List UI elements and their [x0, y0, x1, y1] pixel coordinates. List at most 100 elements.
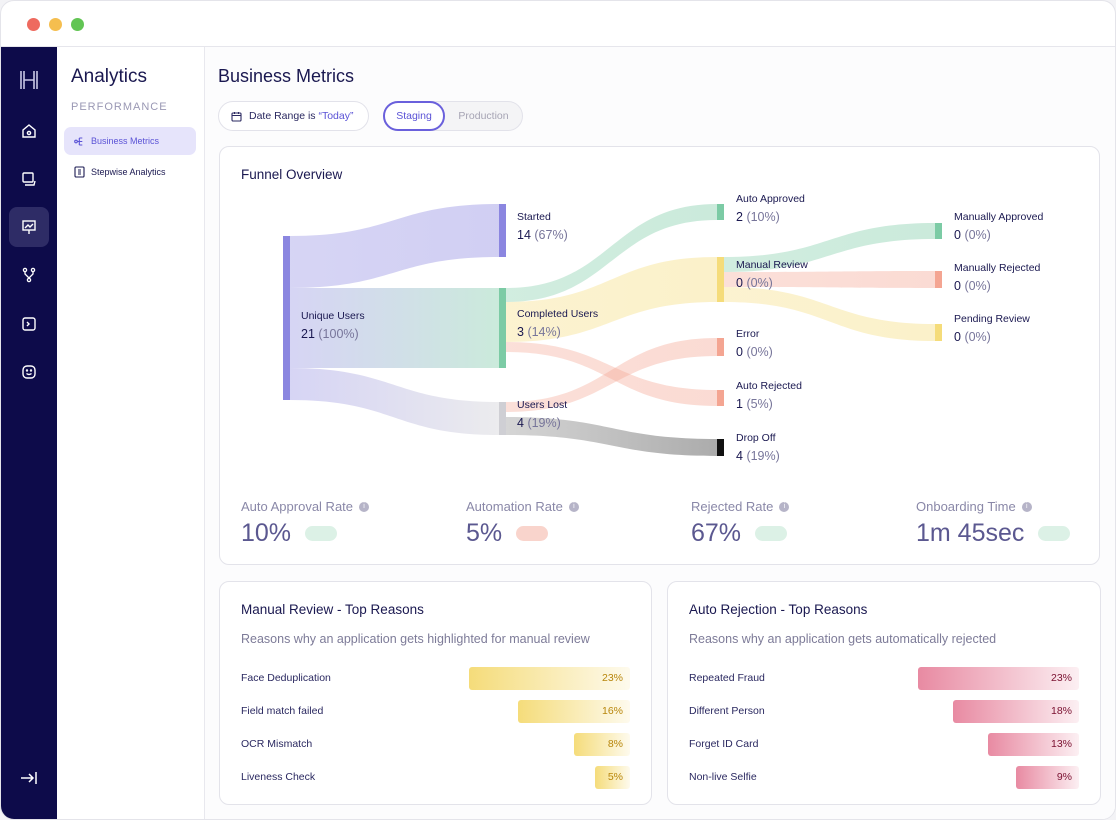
node-error-bar[interactable] — [717, 338, 724, 356]
reason-label: Different Person — [689, 705, 765, 717]
trend-chip — [755, 526, 788, 541]
node-manual-bar[interactable] — [717, 257, 724, 302]
minimize-window-button[interactable] — [49, 18, 62, 31]
reason-row: Face Deduplication 23% — [241, 667, 630, 690]
node-unique-bar[interactable] — [283, 236, 290, 400]
node-count: 14 — [517, 228, 531, 242]
node-completed-value: 3 (14%) — [517, 325, 561, 339]
node-pending-bar[interactable] — [935, 324, 942, 341]
reason-row: Liveness Check 5% — [241, 766, 630, 789]
node-autoapproved-value: 2 (10%) — [736, 210, 780, 224]
node-error-value: 0 (0%) — [736, 345, 773, 359]
reason-percent: 23% — [601, 672, 623, 684]
node-percent: (67%) — [534, 228, 568, 242]
node-percent: (5%) — [746, 397, 773, 411]
metric-value: 5% — [466, 519, 503, 547]
reason-label: Repeated Fraud — [689, 672, 765, 684]
node-manual-label: Manual Review — [736, 259, 808, 271]
reason-row: Different Person 18% — [689, 700, 1079, 723]
flow-lost-to-dropoff — [506, 417, 717, 456]
info-icon[interactable]: i — [568, 501, 579, 512]
reason-percent: 8% — [607, 738, 623, 750]
node-count: 0 — [954, 279, 961, 293]
environment-toggle[interactable]: Staging Production — [383, 101, 523, 131]
env-option-production[interactable]: Production — [458, 110, 509, 122]
maximize-window-button[interactable] — [71, 18, 84, 31]
node-percent: (0%) — [964, 330, 991, 344]
env-option-staging[interactable]: Staging — [383, 101, 445, 131]
node-percent: (0%) — [746, 276, 773, 290]
node-percent: (19%) — [527, 416, 561, 430]
node-manapproved-value: 0 (0%) — [954, 228, 991, 242]
reason-percent: 5% — [607, 771, 623, 783]
node-completed-label: Completed Users — [517, 308, 599, 320]
calendar-icon — [231, 111, 242, 122]
metric-value: 1m 45sec — [916, 519, 1025, 547]
reason-percent: 18% — [1050, 705, 1072, 717]
reason-bar: 5% — [595, 766, 630, 789]
nav-item-stepwise-analytics[interactable]: Stepwise Analytics — [64, 158, 196, 186]
reason-label: Liveness Check — [241, 771, 316, 783]
workflow-icon[interactable] — [9, 255, 49, 295]
info-icon[interactable]: i — [1021, 501, 1032, 512]
manual-review-title: Manual Review - Top Reasons — [241, 602, 424, 617]
node-manapproved-label: Manually Approved — [954, 211, 1044, 223]
node-manapproved-bar[interactable] — [935, 223, 942, 239]
home-icon[interactable] — [9, 111, 49, 151]
reason-label: OCR Mismatch — [241, 738, 313, 750]
reason-bar: 18% — [953, 700, 1079, 723]
date-range-filter[interactable]: Date Range is “Today” — [218, 101, 369, 131]
reason-bar: 23% — [918, 667, 1079, 690]
reason-label: Face Deduplication — [241, 672, 331, 684]
info-icon[interactable]: i — [359, 501, 370, 512]
node-started-bar[interactable] — [499, 204, 506, 257]
node-unique-label: Unique Users — [301, 310, 365, 322]
title-bar — [1, 1, 1115, 47]
trend-chip — [1038, 526, 1071, 541]
node-percent: (10%) — [746, 210, 780, 224]
reason-percent: 9% — [1056, 771, 1072, 783]
reason-bar: 8% — [574, 733, 630, 756]
nav-item-business-metrics[interactable]: Business Metrics — [64, 127, 196, 155]
documents-icon[interactable] — [9, 159, 49, 199]
flow-completed-to-autoapproved — [506, 204, 717, 302]
info-icon[interactable]: i — [779, 501, 790, 512]
node-percent: (0%) — [964, 279, 991, 293]
node-autoapproved-bar[interactable] — [717, 204, 724, 220]
metric-label: Auto Approval Rate — [241, 499, 354, 514]
metric-value: 67% — [691, 519, 742, 547]
auto-rejection-card: Auto Rejection - Top Reasons Reasons why… — [667, 581, 1101, 805]
logo-h-icon[interactable] — [9, 60, 49, 100]
flow-icon — [74, 136, 83, 146]
node-lost-bar[interactable] — [499, 402, 506, 435]
node-autorejected-bar[interactable] — [717, 390, 724, 406]
node-pending-value: 0 (0%) — [954, 330, 991, 344]
node-count: 0 — [736, 276, 743, 290]
reason-label: Field match failed — [241, 705, 324, 717]
close-window-button[interactable] — [27, 18, 40, 31]
metric-label: Rejected Rate — [691, 499, 774, 514]
smiley-icon[interactable] — [9, 352, 49, 392]
flow-manual-to-manapproved — [724, 223, 935, 272]
terminal-icon[interactable] — [9, 304, 49, 344]
node-count: 0 — [954, 228, 961, 242]
node-count: 2 — [736, 210, 743, 224]
node-started-label: Started — [517, 211, 551, 223]
node-completed-bar[interactable] — [499, 288, 506, 368]
date-filter-value: “Today” — [318, 110, 354, 122]
node-unique-value: 21 (100%) — [301, 327, 359, 341]
presentation-chart-icon[interactable] — [9, 207, 49, 247]
reason-row: Repeated Fraud 23% — [689, 667, 1079, 690]
metric-label: Automation Rate — [466, 499, 563, 514]
node-manrejected-bar[interactable] — [935, 271, 942, 288]
node-dropoff-bar[interactable] — [717, 439, 724, 456]
reason-percent: 16% — [601, 705, 623, 717]
analytics-subnav: Analytics PERFORMANCE Business Metrics S… — [57, 47, 205, 819]
auto-rejection-title: Auto Rejection - Top Reasons — [689, 602, 868, 617]
manual-review-subtitle: Reasons why an application gets highligh… — [241, 632, 590, 646]
reason-label: Non-live Selfie — [689, 771, 757, 783]
collapse-arrow-icon[interactable] — [9, 758, 49, 798]
flow-manual-to-pending — [724, 287, 935, 341]
reason-percent: 13% — [1050, 738, 1072, 750]
